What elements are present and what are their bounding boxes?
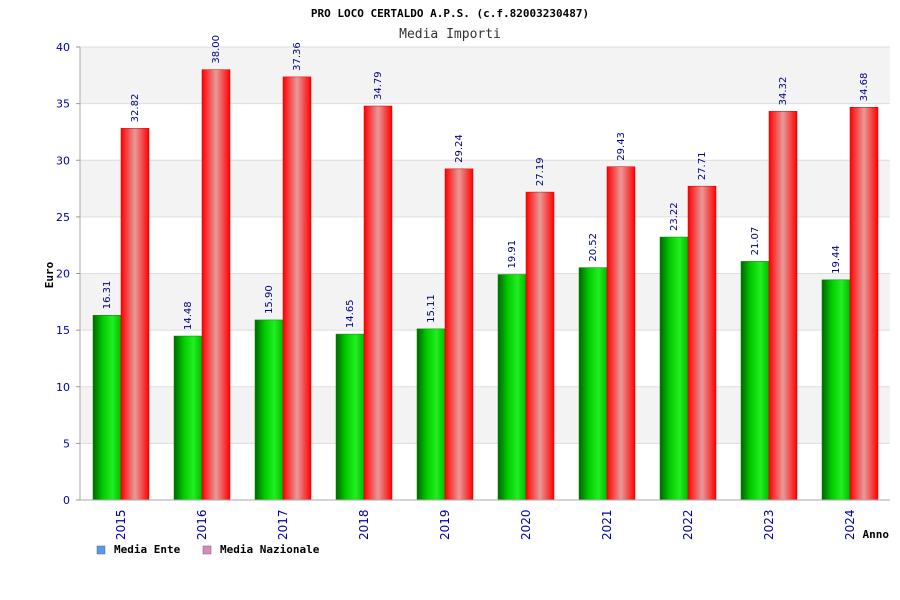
x-tick-label: 2017	[276, 509, 290, 540]
bar-nazionale	[282, 76, 312, 501]
bar-nazionale	[606, 166, 636, 501]
y-tick-label: 30	[56, 154, 70, 167]
bar-nazionale	[849, 106, 879, 501]
value-label: 27.71	[697, 152, 708, 181]
x-tick-label: 2016	[195, 509, 209, 540]
y-tick-label: 20	[56, 268, 70, 281]
bar-ente	[173, 335, 203, 501]
y-tick-label: 5	[63, 437, 70, 450]
plot-band	[80, 160, 890, 217]
value-label: 21.07	[750, 227, 761, 256]
value-label: 34.79	[373, 71, 384, 100]
bar-ente	[335, 333, 365, 501]
bar-nazionale	[363, 105, 393, 501]
plot-band	[80, 103, 890, 161]
y-tick-label: 10	[56, 381, 70, 394]
x-tick-label: 2024	[843, 509, 857, 540]
x-tick-label: 2023	[762, 509, 776, 540]
y-tick-label: 40	[56, 41, 70, 54]
x-tick-label: 2021	[600, 509, 614, 540]
bar-nazionale	[768, 111, 798, 501]
bar-ente	[416, 328, 446, 501]
y-tick-label: 35	[56, 98, 70, 111]
bar-nazionale	[687, 185, 717, 501]
value-label: 14.65	[345, 299, 356, 328]
bar-ente	[254, 319, 284, 501]
x-tick-label: 2018	[357, 509, 371, 540]
x-tick-label: 2019	[438, 509, 452, 540]
y-axis-label: Euro	[43, 261, 56, 288]
y-tick-label: 25	[56, 211, 70, 224]
value-label: 27.19	[535, 157, 546, 186]
x-tick-label: 2022	[681, 509, 695, 540]
y-tick-label: 0	[63, 494, 70, 507]
value-label: 15.11	[426, 294, 437, 323]
value-label: 23.22	[669, 202, 680, 231]
y-tick-label: 15	[56, 324, 70, 337]
bar-nazionale	[525, 191, 555, 501]
x-axis-label: Anno	[863, 528, 890, 541]
value-label: 14.48	[183, 301, 194, 330]
bar-ente	[497, 274, 527, 501]
value-label: 15.90	[264, 285, 275, 314]
legend-swatch	[202, 545, 212, 555]
bars	[92, 69, 879, 501]
value-label: 34.32	[778, 77, 789, 106]
bar-ente	[578, 267, 608, 501]
bar-nazionale	[444, 168, 474, 501]
legend-label: Media Nazionale	[220, 543, 320, 556]
value-label: 19.44	[831, 245, 842, 274]
x-tick-label: 2015	[114, 509, 128, 540]
value-label: 19.91	[507, 240, 518, 269]
bar-ente	[821, 279, 851, 501]
bar-ente	[740, 261, 770, 501]
legend-label: Media Ente	[114, 543, 181, 556]
chart-title: PRO LOCO CERTALDO A.P.S. (c.f.8200323048…	[311, 7, 589, 20]
value-label: 29.43	[616, 132, 627, 161]
bar-ente	[659, 236, 689, 501]
bar-nazionale	[120, 128, 150, 501]
legend: Media Ente Media Nazionale	[96, 543, 320, 556]
bar-nazionale	[201, 69, 231, 501]
x-tick-labels: 2015 2016 2017 2018 2019 2020 2021 2022 2023 2024	[114, 509, 857, 540]
value-label: 29.24	[454, 134, 465, 163]
plot-band	[80, 47, 890, 104]
legend-swatch	[96, 545, 106, 555]
bar-ente	[92, 315, 122, 501]
chart-subtitle: Media Importi	[399, 27, 501, 42]
value-label: 32.82	[130, 94, 141, 123]
value-label: 37.36	[292, 42, 303, 71]
value-label: 38.00	[211, 35, 222, 64]
value-label: 16.31	[102, 281, 113, 310]
y-tick-labels: 0 5 10 15 20 25 30 35 40	[56, 41, 80, 507]
value-label: 20.52	[588, 233, 599, 262]
x-tick-label: 2020	[519, 509, 533, 540]
value-labels: 16.31 32.82 14.48 38.00 15.90 37.36 14.65 34.79…	[102, 35, 870, 330]
value-label: 34.68	[859, 73, 870, 102]
